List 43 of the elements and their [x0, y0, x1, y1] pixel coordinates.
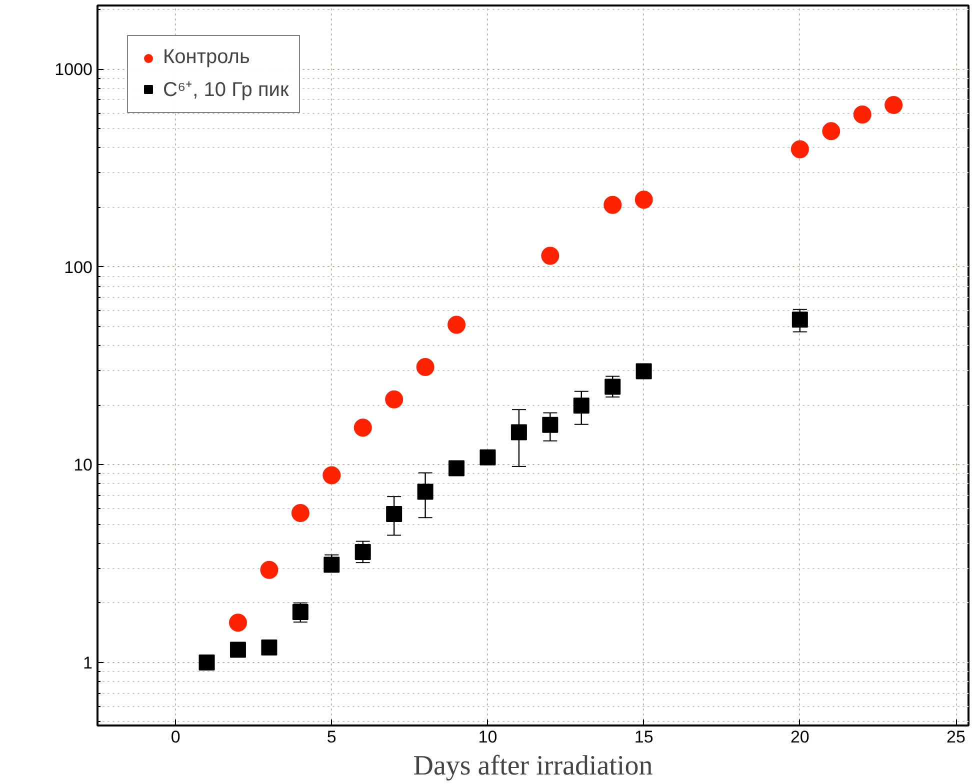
- x-tick-label: 10: [478, 728, 498, 746]
- point: [884, 96, 903, 114]
- point: [416, 358, 434, 376]
- point: [448, 316, 466, 334]
- point: [542, 416, 558, 433]
- point: [604, 378, 621, 395]
- point: [291, 504, 310, 522]
- point: [790, 140, 809, 158]
- point: [228, 614, 247, 632]
- y-tick-label: 1: [83, 653, 93, 672]
- point: [385, 390, 404, 408]
- point: [417, 484, 434, 500]
- x-axis-title: Days after irradiation: [413, 750, 653, 782]
- point: [634, 190, 653, 209]
- point: [261, 640, 278, 656]
- point: [386, 506, 402, 522]
- x-tick-label: 5: [326, 728, 336, 746]
- y-tick-label: 10: [74, 456, 93, 475]
- point: [260, 560, 278, 579]
- point: [322, 466, 341, 484]
- x-tick-label: 0: [170, 728, 180, 746]
- point: [230, 642, 246, 658]
- legend-label: Контроль: [163, 46, 250, 69]
- point: [480, 449, 496, 466]
- point: [510, 424, 527, 440]
- point: [604, 196, 622, 214]
- y-tick-label: 1000: [54, 60, 93, 80]
- point: [354, 544, 371, 560]
- point: [853, 106, 872, 124]
- legend-label: C⁶⁺, 10 Гр пик: [163, 78, 289, 102]
- point: [541, 246, 560, 265]
- point: [792, 312, 808, 328]
- point: [448, 460, 465, 476]
- point: [198, 654, 215, 670]
- point: [354, 418, 372, 437]
- point: [822, 122, 840, 140]
- y-tick-label: 100: [64, 258, 93, 277]
- x-tick-label: 25: [946, 728, 966, 746]
- x-tick-label: 15: [634, 728, 654, 746]
- point: [573, 398, 590, 414]
- point: [636, 363, 652, 380]
- x-tick-label: 20: [790, 728, 810, 746]
- point: [292, 604, 308, 620]
